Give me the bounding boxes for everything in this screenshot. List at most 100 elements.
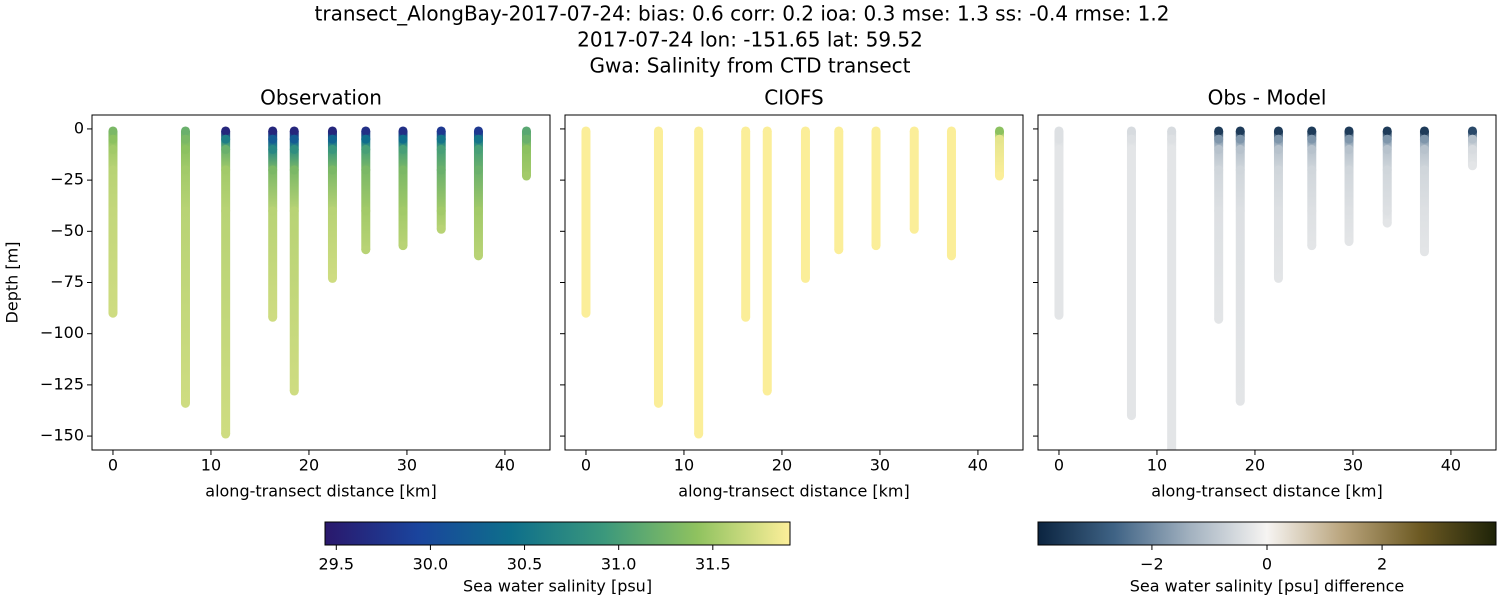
sample-point	[1235, 165, 1245, 175]
sample-point	[473, 144, 483, 154]
sample-point	[398, 144, 408, 154]
sample-point	[1273, 144, 1283, 154]
sample-point	[1054, 126, 1064, 136]
sample-point	[1126, 144, 1136, 154]
y-tick-label: 0	[74, 118, 84, 137]
sample-point	[1214, 134, 1224, 144]
sample-point	[268, 144, 278, 154]
figure-subtitle: Gwa: Salinity from CTD transect	[590, 54, 911, 78]
sample-point	[834, 245, 844, 255]
x-tick-label: 10	[1147, 456, 1167, 475]
sample-point	[180, 126, 190, 136]
sample-point	[521, 126, 531, 136]
sample-point	[1344, 206, 1354, 216]
sample-point	[1054, 134, 1064, 144]
sample-point	[327, 273, 337, 283]
sample-point	[909, 126, 919, 136]
colorbar-label: Sea water salinity [psu] difference	[1130, 577, 1405, 596]
sample-point	[1344, 134, 1354, 144]
sample-point	[1126, 206, 1136, 216]
sample-point	[473, 126, 483, 136]
sample-point	[473, 251, 483, 261]
sample-point	[361, 144, 371, 154]
colorbar-tick-label: 29.5	[318, 555, 354, 574]
sample-point	[268, 165, 278, 175]
x-tick-label: 0	[108, 456, 118, 475]
sample-point	[1307, 165, 1317, 175]
sample-point	[108, 308, 118, 318]
colorbar-tick-label: 30.5	[507, 555, 543, 574]
plot-area	[1054, 126, 1477, 450]
sample-point	[1382, 126, 1392, 136]
sample-point	[436, 134, 446, 144]
y-tick-label: −25	[50, 170, 84, 189]
sample-point	[289, 144, 299, 154]
sample-point	[741, 312, 751, 322]
x-tick-label: 10	[674, 456, 694, 475]
colorbar-tick-label: 0	[1262, 555, 1272, 574]
panel-title: Observation	[260, 86, 382, 110]
sample-point	[909, 224, 919, 234]
sample-point	[994, 126, 1004, 136]
sample-point	[327, 134, 337, 144]
sample-point	[1167, 144, 1177, 154]
sample-point	[1167, 134, 1177, 144]
sample-point	[1214, 206, 1224, 216]
sample-point	[436, 224, 446, 234]
sample-point	[221, 206, 231, 216]
sample-point	[1235, 126, 1245, 136]
sample-point	[180, 144, 190, 154]
colorbar-tick-label: 30.0	[413, 555, 449, 574]
sample-point	[1273, 126, 1283, 136]
sample-point	[1344, 237, 1354, 247]
sample-point	[108, 206, 118, 216]
sample-point	[108, 134, 118, 144]
x-tick-label: 40	[495, 456, 515, 475]
colorbar-tick-label: 31.0	[601, 555, 637, 574]
sample-point	[1307, 144, 1317, 154]
y-tick-label: −150	[40, 426, 84, 445]
colorbar-label: Sea water salinity [psu]	[463, 577, 652, 596]
x-tick-label: 30	[1343, 456, 1363, 475]
figure-subtitle: 2017-07-24 lon: -151.65 lat: 59.52	[577, 28, 923, 52]
sample-point	[694, 126, 704, 136]
x-tick-label: 20	[772, 456, 792, 475]
sample-point	[1419, 206, 1429, 216]
sample-point	[1214, 126, 1224, 136]
sample-point	[1419, 144, 1429, 154]
sample-point	[1235, 206, 1245, 216]
sample-point	[436, 206, 446, 216]
sample-point	[436, 144, 446, 154]
sample-point	[221, 126, 231, 136]
sample-point	[994, 134, 1004, 144]
sample-point	[327, 165, 337, 175]
sample-point	[1126, 165, 1136, 175]
y-tick-label: −50	[50, 221, 84, 240]
sample-point	[108, 144, 118, 154]
sample-point	[289, 134, 299, 144]
sample-point	[398, 134, 408, 144]
sample-point	[180, 398, 190, 408]
sample-point	[1054, 310, 1064, 320]
sample-point	[221, 144, 231, 154]
sample-point	[653, 126, 663, 136]
sample-point	[694, 429, 704, 439]
x-tick-label: 10	[201, 456, 221, 475]
sample-point	[1214, 144, 1224, 154]
sample-point	[268, 126, 278, 136]
sample-point	[1054, 144, 1064, 154]
sample-point	[327, 126, 337, 136]
sample-point	[1167, 126, 1177, 136]
sample-point	[1214, 314, 1224, 324]
panel-title: Obs - Model	[1208, 86, 1327, 110]
sample-point	[800, 273, 810, 283]
sample-point	[1467, 134, 1477, 144]
x-tick-label: 20	[299, 456, 319, 475]
sample-point	[1054, 165, 1064, 175]
sample-point	[436, 165, 446, 175]
sample-point	[1126, 411, 1136, 421]
sample-point	[327, 206, 337, 216]
sample-point	[1126, 134, 1136, 144]
sample-point	[1382, 206, 1392, 216]
